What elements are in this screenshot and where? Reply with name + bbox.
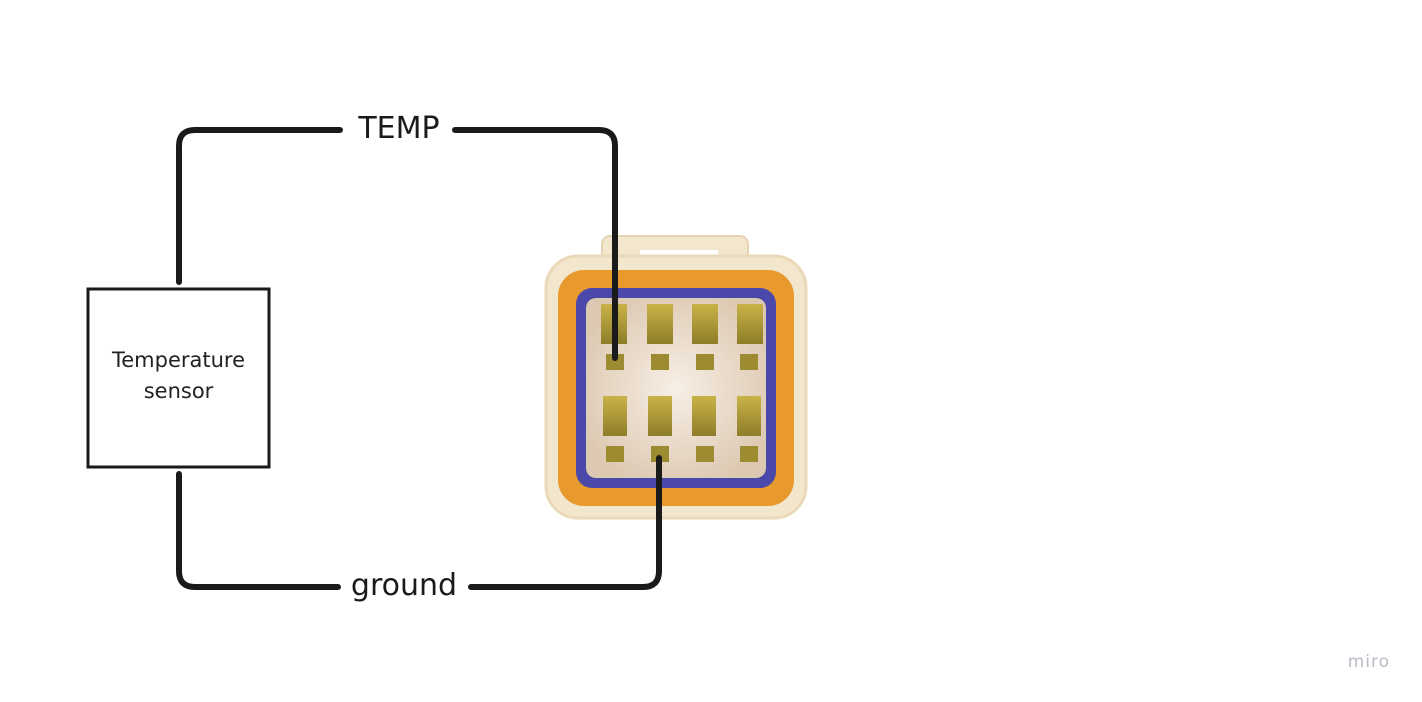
connector-pin xyxy=(651,354,669,370)
connector-pin xyxy=(737,304,763,344)
connector-pin xyxy=(647,304,673,344)
connector-pin xyxy=(692,304,718,344)
ground-wire-right-segment xyxy=(468,455,662,590)
connector-pin xyxy=(651,446,669,462)
connector-pin xyxy=(603,396,627,436)
ground-wire-left-segment xyxy=(176,471,341,590)
connector-pin xyxy=(696,446,714,462)
connector-pin xyxy=(692,396,716,436)
connector-pin xyxy=(606,354,624,370)
sensor-box-outline xyxy=(86,287,271,469)
connector-pin xyxy=(606,446,624,462)
connector-pin xyxy=(737,396,761,436)
connector-pin xyxy=(696,354,714,370)
temperature-sensor-box[interactable]: Temperature sensor xyxy=(86,287,271,469)
connector-pin xyxy=(648,396,672,436)
sensor-label-line-2: sensor xyxy=(144,379,214,403)
connector-plug xyxy=(544,235,808,520)
ground-wire-label: ground xyxy=(351,568,457,603)
sensor-label-line-1: Temperature xyxy=(111,348,245,372)
connector-face xyxy=(586,298,766,478)
connector-pin xyxy=(740,354,758,370)
temp-wire-label: TEMP xyxy=(357,111,439,146)
ground-wire[interactable]: ground xyxy=(176,455,662,603)
temp-wire-left-segment xyxy=(176,127,343,285)
temp-wire-right-segment xyxy=(452,127,618,361)
connector-pin xyxy=(740,446,758,462)
temp-wire[interactable]: TEMP xyxy=(176,111,618,361)
miro-watermark: miro xyxy=(1347,652,1390,672)
